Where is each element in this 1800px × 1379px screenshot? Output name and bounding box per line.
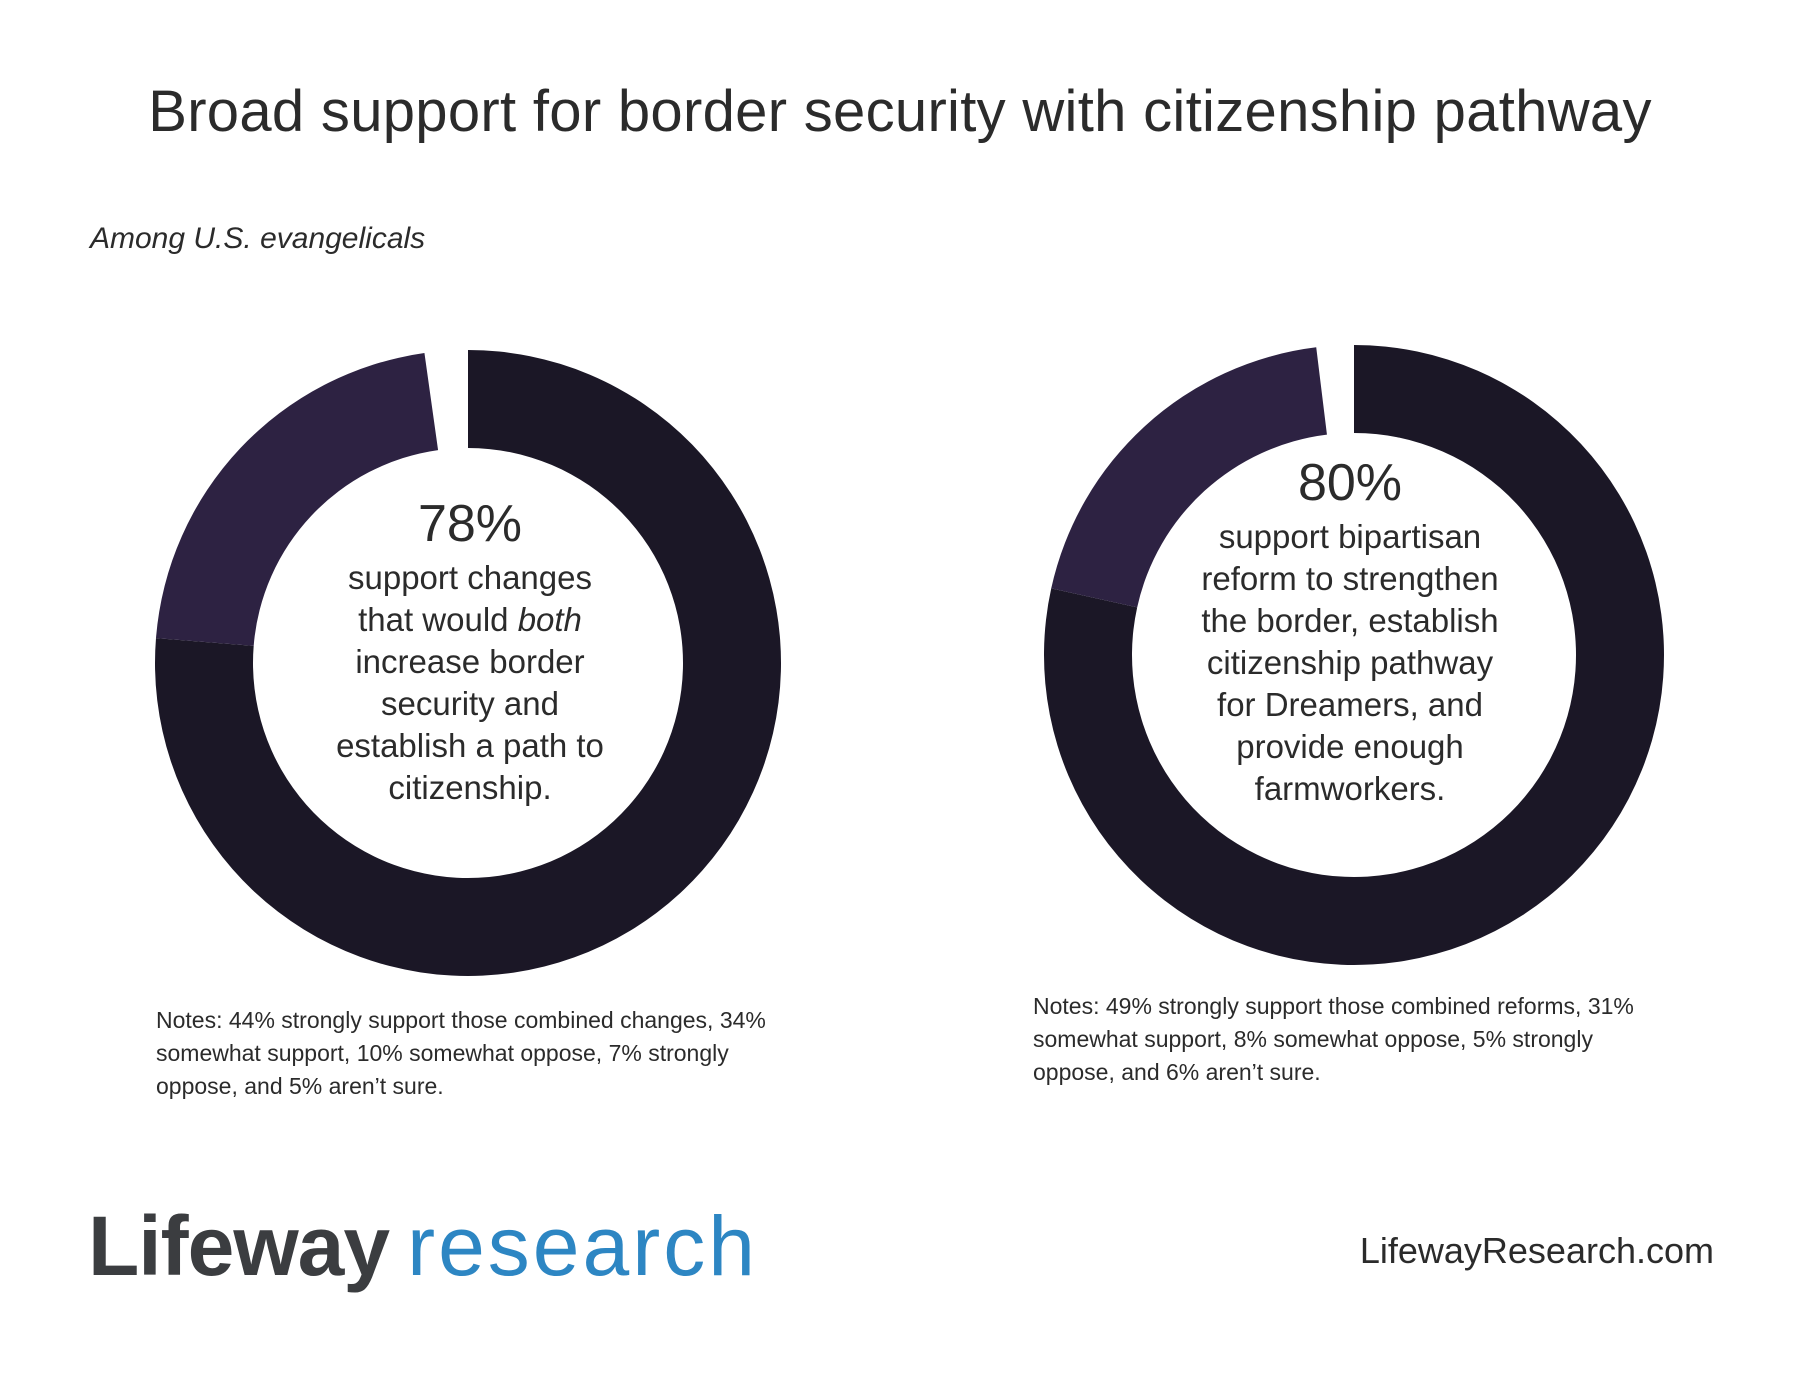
donut-2-desc-line: citizenship pathway xyxy=(1206,644,1494,681)
donut-1-emphasis: both xyxy=(517,601,582,638)
donut-1-desc-line: support changes xyxy=(347,559,592,596)
website-url[interactable]: LifewayResearch.com xyxy=(1359,1230,1714,1271)
donut-2-value: 80% xyxy=(1297,454,1403,512)
chart-title: Broad support for border security with c… xyxy=(148,79,1652,144)
donut-2-desc-line: for Dreamers, and xyxy=(1217,686,1483,723)
donut-2-center-label: 80% support bipartisan reform to strengt… xyxy=(1160,452,1540,810)
donut-2-desc-line: provide enough xyxy=(1236,728,1464,765)
donut-chart-1 xyxy=(154,350,781,977)
donut-1-desc-line: increase border xyxy=(355,643,585,680)
donut-1-center-label: 78% support changes that would both incr… xyxy=(290,493,650,809)
donut-2-slice-other xyxy=(1051,347,1327,608)
donut-2-desc-line: farmworkers. xyxy=(1254,770,1446,807)
donut-2-desc-line: reform to strengthen xyxy=(1201,560,1499,597)
donut-2-desc-line: the border, establish xyxy=(1201,602,1499,639)
donut-2-desc-line: support bipartisan xyxy=(1218,518,1482,555)
donut-chart-2 xyxy=(1043,345,1664,965)
donut-1-notes: Notes: 44% strongly support those combin… xyxy=(156,1007,766,1099)
donut-1-description: support changes that would both increase… xyxy=(290,557,650,809)
donut-2-description: support bipartisan reform to strengthen … xyxy=(1160,516,1540,810)
logo-word-research: research xyxy=(407,1199,758,1293)
donut-1-desc-line: security and xyxy=(381,685,559,722)
donut-1-desc-line: that would both xyxy=(290,599,650,641)
donut-1-slice-support xyxy=(154,350,781,977)
logo-word-lifeway: Lifeway xyxy=(88,1199,390,1293)
chart-subtitle: Among U.S. evangelicals xyxy=(90,222,426,255)
donut-1-desc-line: establish a path to xyxy=(336,727,604,764)
donut-1-desc-fragment: that would xyxy=(358,601,518,638)
donut-1-slice-other xyxy=(155,353,439,646)
donut-2-notes: Notes: 49% strongly support those combin… xyxy=(1033,993,1634,1085)
donut-1-desc-line: citizenship. xyxy=(388,769,552,806)
donut-1-value: 78% xyxy=(417,495,523,553)
lifeway-research-logo: Lifeway research xyxy=(88,1196,758,1296)
